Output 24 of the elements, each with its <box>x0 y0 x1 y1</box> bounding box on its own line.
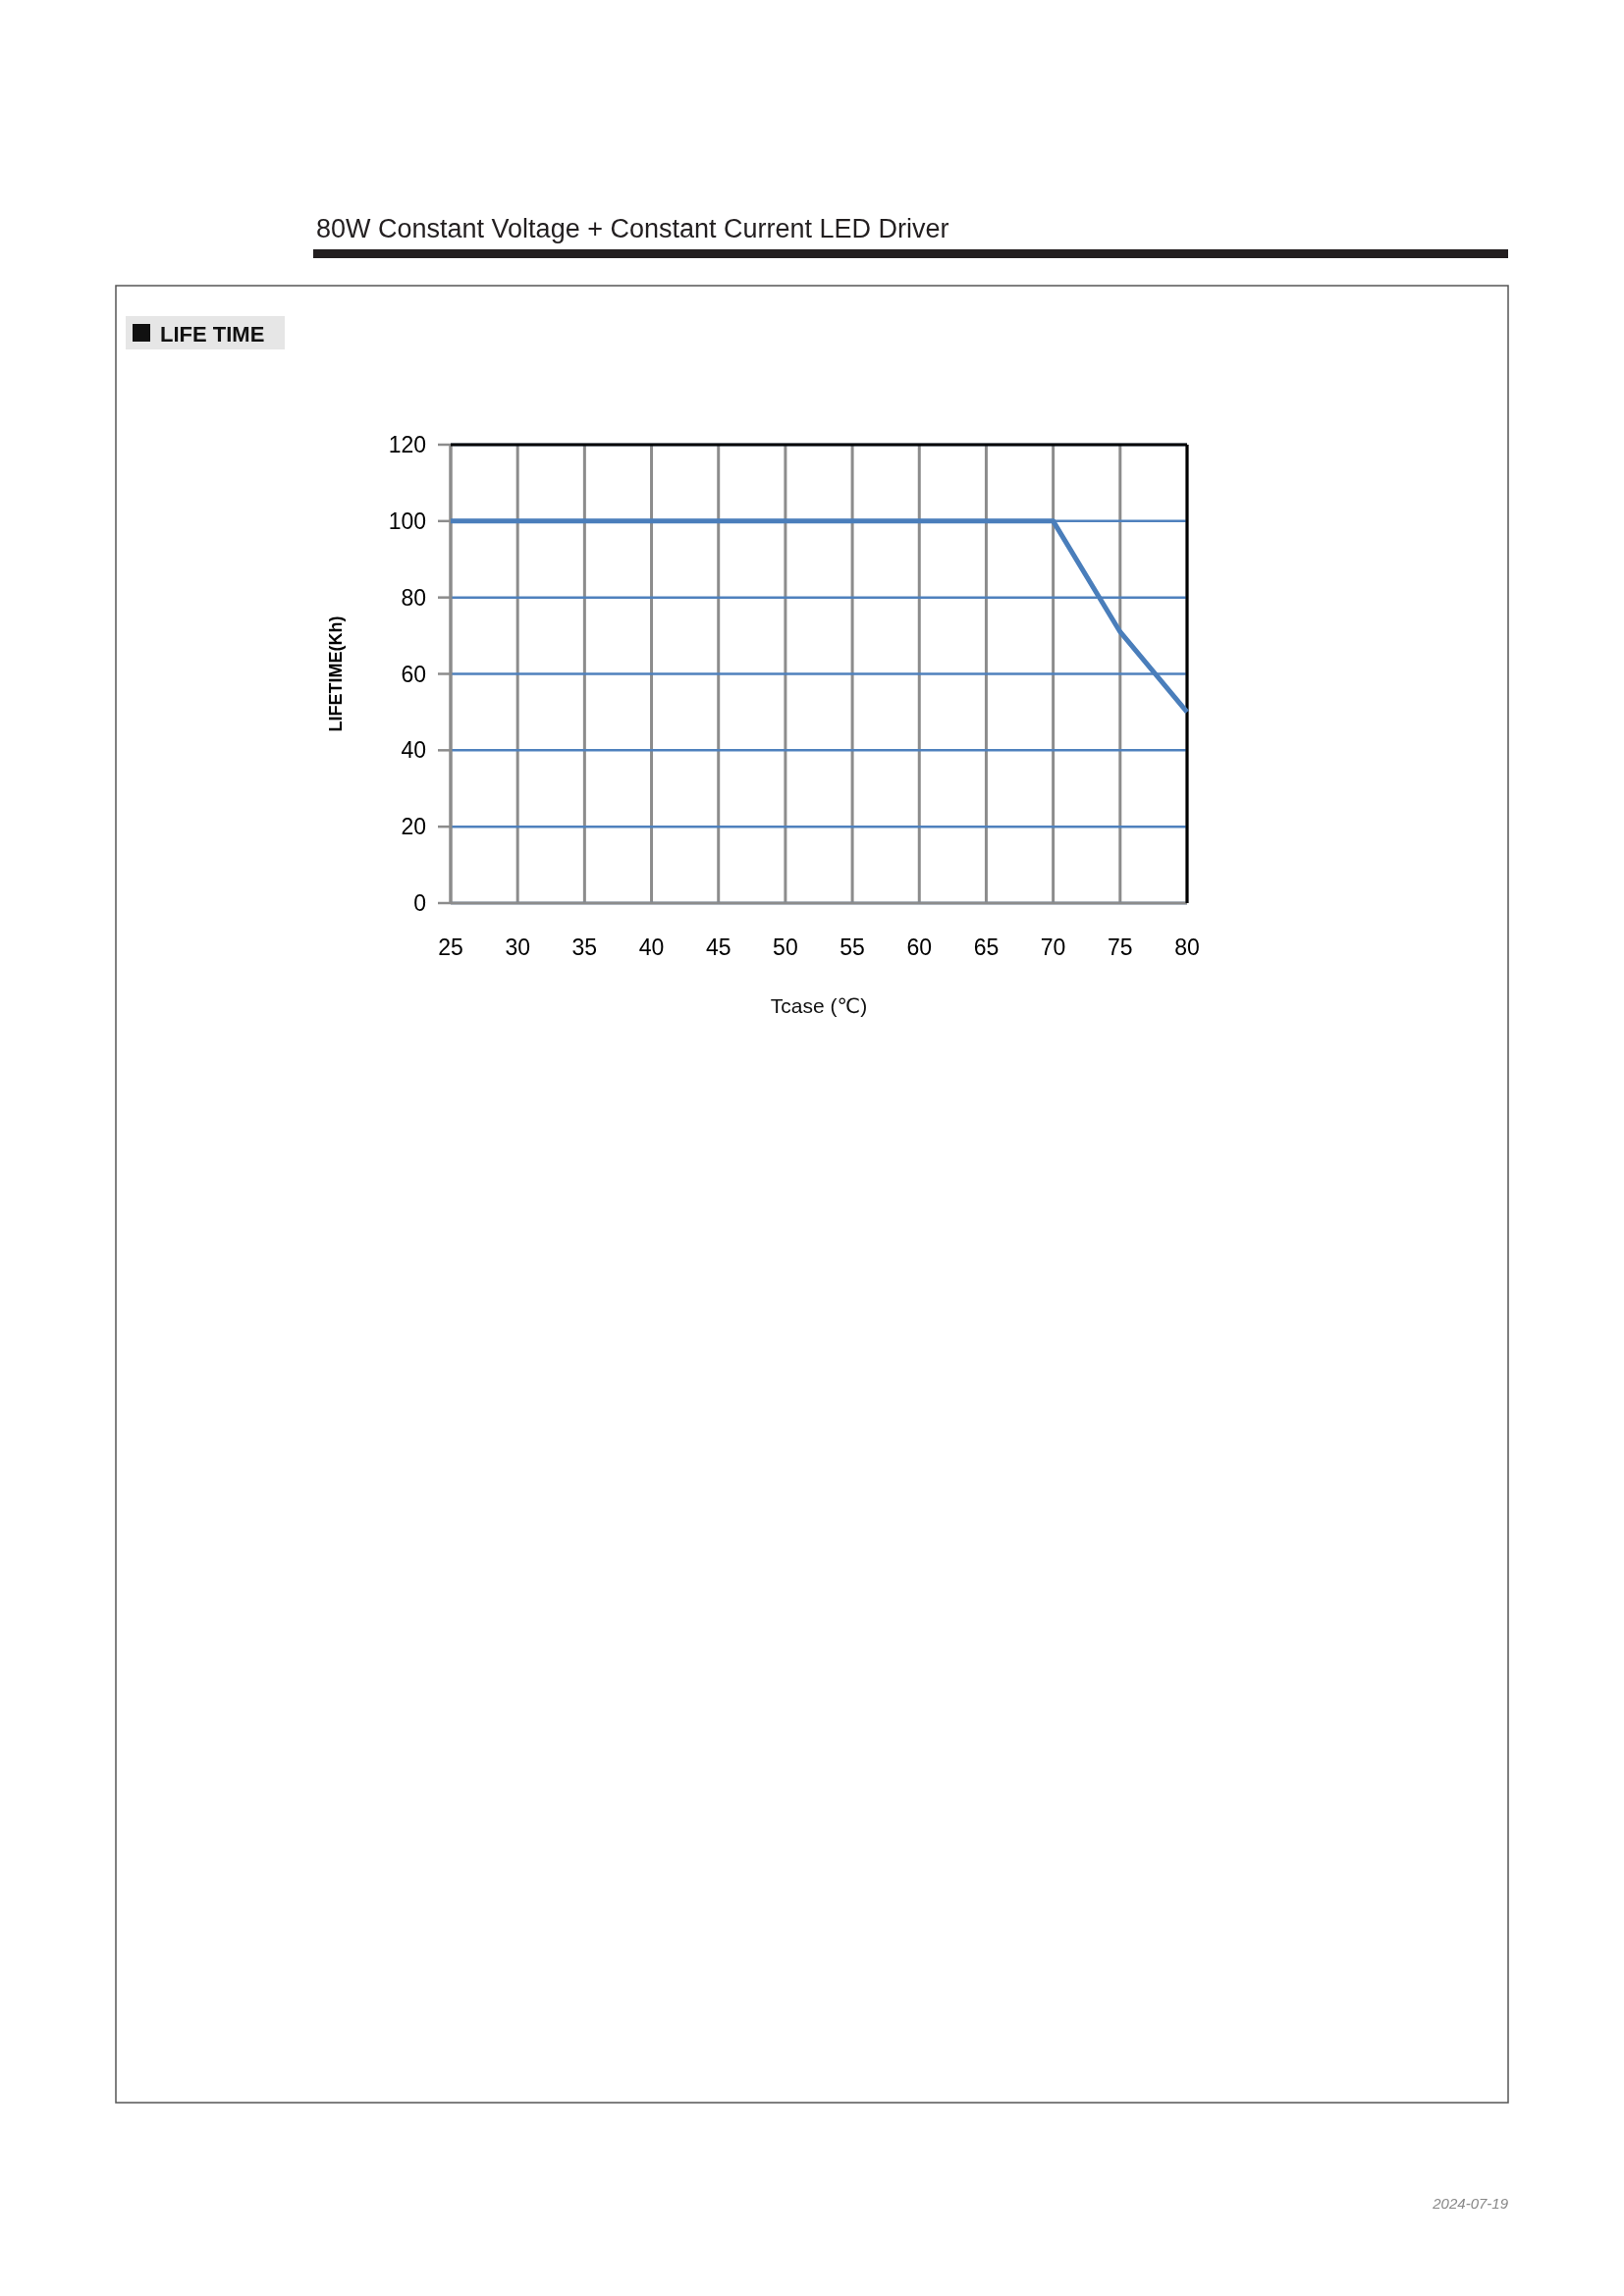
y-tick-label: 0 <box>413 890 426 916</box>
text: 2024-07-19 <box>1432 2195 1509 2212</box>
x-tick-label: 65 <box>973 934 1000 960</box>
y-tick-label: 80 <box>401 584 426 611</box>
x-tick-label: 55 <box>839 934 865 960</box>
y-tick-label: 120 <box>388 432 426 457</box>
x-tick-label: 35 <box>571 934 598 960</box>
x-tick-label: 25 <box>438 934 463 960</box>
y-tick-label: 60 <box>401 661 426 687</box>
y-tick-label: 20 <box>401 814 426 840</box>
x-axis-title: Tcase (℃) <box>770 993 868 1017</box>
x-tick-label: 45 <box>705 934 731 960</box>
y-axis-title: LIFETIME(Kh) <box>326 615 346 732</box>
y-tick-label: 100 <box>388 507 426 534</box>
x-tick-label: 50 <box>773 934 798 960</box>
x-tick-label: 80 <box>1174 934 1200 960</box>
x-tick-label: 30 <box>505 934 530 960</box>
x-tick-label: 40 <box>638 934 665 960</box>
y-tick-label: 40 <box>401 737 426 764</box>
text: LIFE TIME <box>160 322 265 347</box>
x-tick-label: 70 <box>1040 934 1066 960</box>
x-tick-label: 60 <box>906 934 933 960</box>
text: 80W Constant Voltage + Constant Current LED Driver <box>316 214 949 243</box>
x-tick-label: 75 <box>1108 934 1133 960</box>
